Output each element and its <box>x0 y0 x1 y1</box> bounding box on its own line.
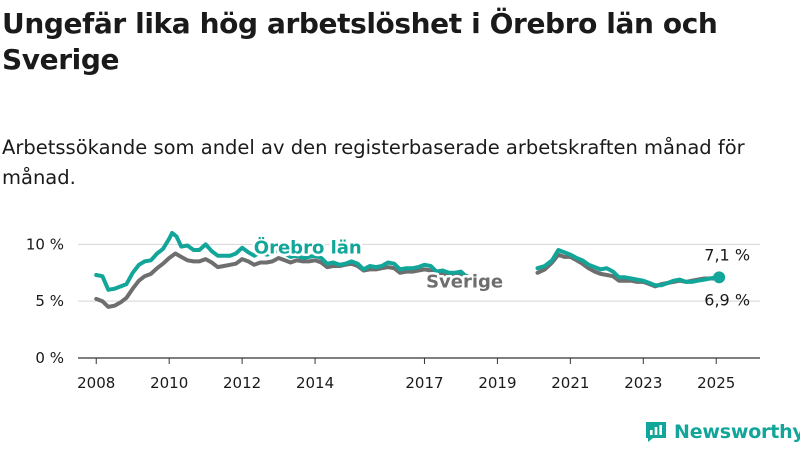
newsworthy-logo-icon <box>646 422 666 442</box>
x-tick-label: 2021 <box>551 374 589 392</box>
series-line-orebro-lan <box>94 231 475 292</box>
end-value-label-sverige: 6,9 % <box>704 291 750 310</box>
x-tick-label: 2023 <box>624 374 662 392</box>
annotations: Örebro län Sverige 7,1 % 6,9 % <box>251 234 750 310</box>
line-chart: 0 %5 %10 % 2008 2010 2012 2014 2017 2019 2021 2… <box>26 231 760 392</box>
series-label-orebro-lan: Örebro län <box>254 237 362 259</box>
chart-title: Ungefär lika hög arbetslöshet i Örebro l… <box>2 7 718 76</box>
series-label-sverige: Sverige <box>426 272 503 293</box>
x-tick-label: 2008 <box>77 374 115 392</box>
brand-name: Newsworthy <box>674 421 800 443</box>
y-tick-label: 0 % <box>35 349 64 367</box>
x-tick-label: 2019 <box>478 374 516 392</box>
series-line-sverige <box>94 251 475 309</box>
x-tick-label: 2014 <box>296 374 334 392</box>
y-tick-label: 5 % <box>35 292 64 310</box>
series-line-orebro-lan <box>535 248 722 288</box>
x-tick-label: 2025 <box>697 374 735 392</box>
grid-lines <box>78 243 760 359</box>
end-value-label-orebro-lan: 7,1 % <box>704 245 750 264</box>
x-tick-label: 2012 <box>223 374 261 392</box>
series-lines <box>94 231 726 309</box>
brand-logo-group: Newsworthy <box>644 420 800 444</box>
chart-subtitle: Arbetssökande som andel av den registerb… <box>2 136 745 189</box>
y-axis-labels: 0 % 5 % 10 % <box>26 235 64 367</box>
x-axis: 2008 2010 2012 2014 2017 2019 2021 2023 2025 <box>77 358 735 392</box>
x-tick-label: 2017 <box>405 374 443 392</box>
y-tick-label: 10 % <box>26 235 64 253</box>
x-tick-label: 2010 <box>150 374 188 392</box>
end-point-orebro-lan <box>713 271 726 284</box>
